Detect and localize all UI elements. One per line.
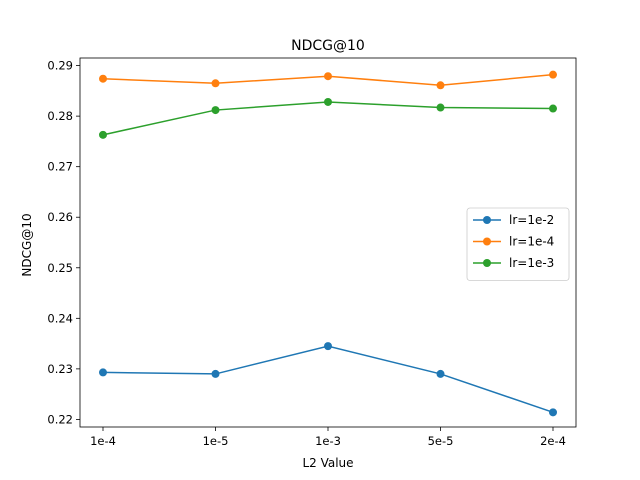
y-tick-label: 0.23 <box>47 362 73 376</box>
data-point <box>324 342 332 351</box>
data-point <box>436 369 445 378</box>
y-axis-label: NDCG@10 <box>20 213 34 276</box>
x-tick-label: 1e-4 <box>90 434 116 448</box>
data-point <box>436 81 445 90</box>
data-point <box>99 74 107 83</box>
data-point <box>549 408 557 417</box>
data-point <box>99 368 107 377</box>
data-point <box>549 70 557 79</box>
data-point <box>549 104 557 113</box>
data-point <box>436 103 445 112</box>
x-tick-label: 5e-5 <box>428 434 454 448</box>
plot-area: 1e-4 1e-5 1e-3 5e-5 2e-4 0.22 0.23 0.24 0.25 0.26… <box>47 57 577 448</box>
data-point <box>211 106 220 115</box>
x-tick-label: 2e-4 <box>540 434 566 448</box>
legend-entry: lr=1e-2 <box>509 213 554 227</box>
y-tick-label: 0.25 <box>47 261 73 275</box>
data-point <box>324 97 332 106</box>
legend: lr=1e-2 lr=1e-4 lr=1e-3 <box>466 207 570 281</box>
series-line <box>102 101 554 136</box>
data-point <box>99 130 107 139</box>
y-tick-label: 0.27 <box>47 160 73 174</box>
y-tick-label: 0.29 <box>47 59 73 73</box>
data-point <box>211 79 220 88</box>
data-point <box>211 369 220 378</box>
series-line <box>102 345 554 414</box>
x-tick-label: 1e-5 <box>203 434 229 448</box>
y-tick-label: 0.28 <box>47 109 73 123</box>
y-tick-label: 0.26 <box>47 210 73 224</box>
legend-marker <box>483 237 491 246</box>
legend-marker <box>483 259 491 267</box>
y-tick-label: 0.24 <box>47 311 73 325</box>
legend-marker <box>483 216 491 224</box>
x-axis-label: L2 Value <box>302 456 353 470</box>
legend-entry: lr=1e-4 <box>509 235 554 249</box>
y-tick-label: 0.22 <box>47 412 73 426</box>
x-tick-label: 1e-3 <box>315 434 341 448</box>
data-point <box>324 72 332 81</box>
chart-title: NDCG@10 <box>291 38 365 54</box>
legend-entry: lr=1e-3 <box>509 256 554 270</box>
